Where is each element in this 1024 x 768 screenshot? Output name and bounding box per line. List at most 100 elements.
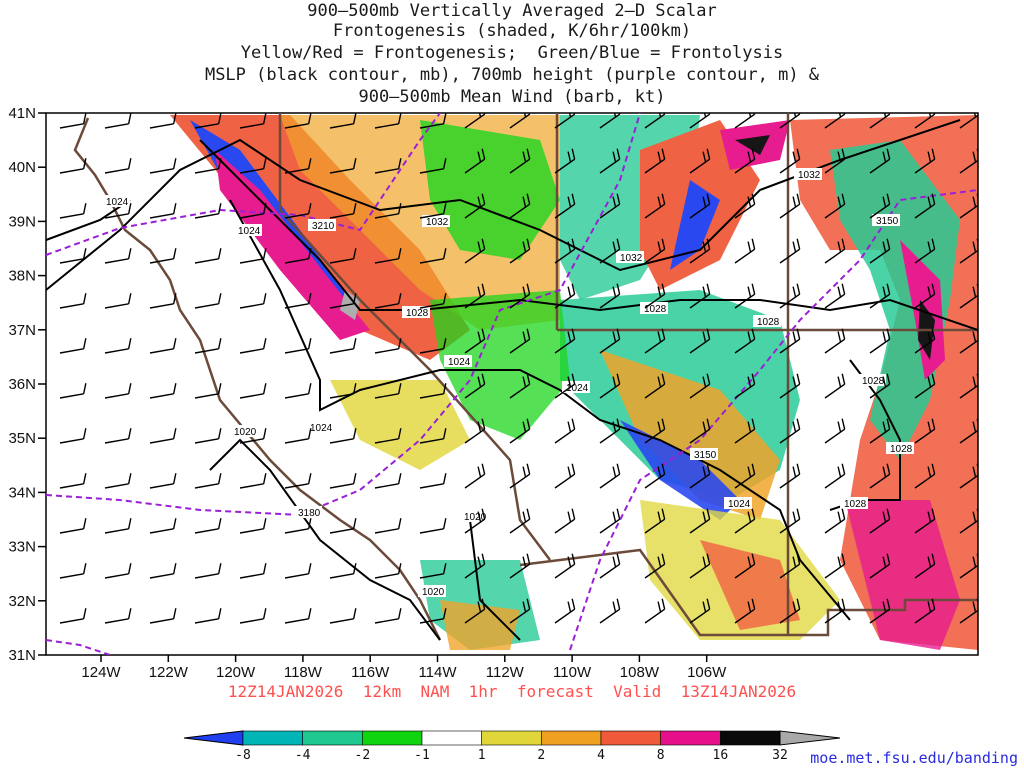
wind-barb — [419, 473, 447, 489]
wind-barb — [104, 563, 132, 579]
height-label: 3150 — [694, 450, 717, 461]
wind-barb — [239, 248, 267, 264]
wind-barb — [869, 508, 891, 534]
lat-label: 39N — [8, 213, 36, 230]
wind-barb — [329, 383, 357, 399]
wind-barb — [689, 328, 711, 354]
lon-label: 116W — [351, 664, 390, 681]
lon-label: 118W — [284, 664, 323, 681]
mslp-contour-1032 — [46, 119, 961, 291]
wind-barb — [869, 238, 891, 264]
wind-barb — [824, 463, 846, 489]
wind-barb — [554, 113, 576, 129]
height-label: 3150 — [876, 216, 899, 227]
wind-barb — [509, 148, 531, 174]
wind-barb — [329, 293, 357, 309]
wind-barb — [689, 508, 711, 534]
wind-barb — [779, 283, 801, 309]
wind-barb — [824, 328, 846, 354]
lon-label: 108W — [620, 664, 660, 681]
wind-barb — [419, 248, 447, 264]
wind-barb — [104, 293, 132, 309]
wind-barb — [824, 283, 846, 309]
wind-barb — [689, 598, 711, 624]
wind-barb — [779, 193, 801, 219]
wind-barb — [194, 383, 222, 399]
wind-barb — [419, 518, 447, 534]
wind-barb — [554, 283, 576, 309]
wind-barb — [104, 338, 132, 354]
lon-label: 112W — [486, 664, 525, 681]
wind-barb — [374, 113, 402, 129]
wind-barb — [779, 553, 801, 579]
wind-barb — [194, 563, 222, 579]
wind-barb — [599, 328, 621, 354]
wind-barb — [599, 418, 621, 444]
wind-barb — [734, 113, 756, 129]
wind-barb — [239, 383, 267, 399]
wind-barb — [329, 608, 357, 624]
wind-barb — [194, 158, 222, 174]
wind-barb — [689, 418, 711, 444]
wind-barb — [59, 113, 87, 129]
contour-labels: 1024 1024 1024 1024 1028 1032 1032 1028 … — [102, 168, 914, 598]
wind-barb — [869, 553, 891, 579]
wind-barb — [464, 238, 486, 264]
wind-barbs — [59, 113, 978, 624]
wind-barb — [959, 113, 978, 129]
wind-barb — [869, 113, 891, 129]
wind-barb — [689, 113, 711, 129]
wind-barb — [914, 238, 936, 264]
wind-barb — [509, 418, 531, 444]
mslp-label: 1024 — [566, 383, 589, 394]
wind-barb — [959, 418, 978, 444]
wind-barb — [149, 608, 177, 624]
wind-barb — [239, 158, 267, 174]
wind-barb — [554, 508, 576, 534]
wind-barb — [914, 463, 936, 489]
wind-barb — [59, 428, 87, 444]
wind-barb — [464, 553, 486, 579]
wind-barb — [59, 608, 87, 624]
title-line-4: MSLP (black contour, mb), 700mb height (… — [204, 65, 820, 85]
wind-barb — [284, 113, 312, 129]
wind-barb — [869, 148, 891, 174]
wind-barb — [194, 473, 222, 489]
mslp-label: 1032 — [620, 253, 643, 264]
wind-barb — [374, 518, 402, 534]
wind-barb — [194, 518, 222, 534]
shading-layer — [170, 115, 978, 650]
wind-barb — [194, 203, 222, 219]
height-label: 3210 — [312, 221, 335, 232]
wind-barb — [329, 428, 357, 444]
wind-barb — [599, 508, 621, 534]
wind-barb — [689, 193, 711, 219]
wind-barb — [194, 113, 222, 129]
wind-barb — [689, 148, 711, 174]
wind-barb — [374, 338, 402, 354]
title-line-5: 900–500mb Mean Wind (barb, kt) — [358, 87, 666, 107]
wind-barb — [914, 418, 936, 444]
wind-barb — [284, 158, 312, 174]
wind-barb — [599, 373, 621, 399]
wind-barb — [509, 373, 531, 399]
wind-barb — [374, 293, 402, 309]
wind-barb — [284, 518, 312, 534]
wind-barb — [104, 113, 132, 129]
wind-barb — [509, 328, 531, 354]
wind-barb — [914, 508, 936, 534]
credit-link[interactable]: moe.met.fsu.edu/banding — [810, 749, 1018, 767]
wind-barb — [374, 248, 402, 264]
mslp-label: 1028 — [890, 444, 913, 455]
mslp-label: 1024 — [238, 226, 261, 237]
wind-barb — [734, 553, 756, 579]
wind-barb — [599, 238, 621, 264]
wind-barb — [194, 248, 222, 264]
wind-barb — [374, 383, 402, 399]
wind-barb — [599, 283, 621, 309]
wind-barb — [869, 418, 891, 444]
wind-barb — [374, 473, 402, 489]
lat-label: 32N — [8, 593, 36, 610]
wind-barb — [779, 328, 801, 354]
wind-barb — [734, 418, 756, 444]
